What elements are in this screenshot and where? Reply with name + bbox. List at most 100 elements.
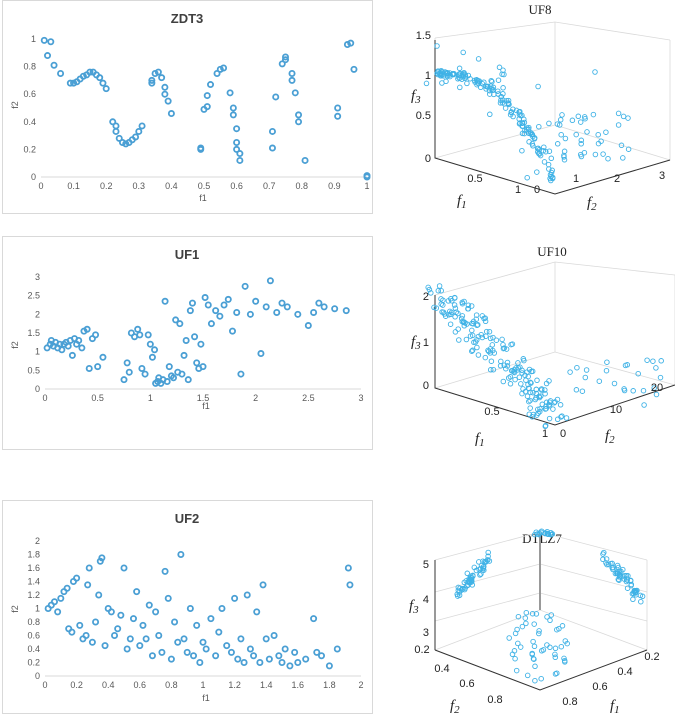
uf2-point (142, 635, 150, 643)
dtlz7-point (616, 577, 622, 583)
uf1-point (123, 359, 131, 367)
uf10-xlabel: f1 (475, 431, 485, 449)
uf1-point (320, 303, 328, 311)
uf8-point (577, 119, 584, 125)
uf1-ytick-label: 0 (35, 384, 40, 394)
uf1-ytick-label: 1 (35, 347, 40, 357)
dtlz7-xtick: 0.4 (617, 666, 632, 678)
uf10-point (538, 386, 545, 392)
uf10-point (475, 333, 482, 340)
zdt3-ytick-label: 0.4 (23, 117, 36, 127)
uf2-point (346, 581, 354, 589)
uf10-point (542, 390, 548, 397)
uf8-point (534, 169, 540, 175)
uf8-point (499, 71, 505, 77)
uf1-point (252, 297, 260, 305)
uf1-point (99, 353, 107, 361)
uf10-point (558, 414, 564, 420)
uf8-point (557, 117, 564, 123)
uf1-point (64, 342, 72, 350)
uf10-point (573, 387, 580, 393)
uf2-point (265, 655, 273, 663)
uf1-point (148, 353, 156, 361)
uf10-ztick: 2 (423, 291, 429, 303)
uf10-point (596, 378, 603, 384)
uf10-point (651, 385, 657, 391)
dtlz7-point (532, 677, 538, 684)
uf10-point (497, 363, 504, 369)
uf8-point (530, 143, 536, 149)
uf2-ytick-label: 1.6 (27, 563, 40, 573)
uf2-point (237, 635, 245, 643)
uf8-point (460, 49, 466, 56)
uf10-point (539, 401, 546, 408)
uf1-point (224, 295, 232, 303)
uf2-point (139, 621, 147, 629)
zdt3-point (86, 68, 94, 76)
uf8-point (488, 77, 494, 84)
dtlz7-ytick: 0.8 (487, 694, 502, 706)
uf10-point (527, 397, 533, 404)
uf10-point (459, 313, 466, 319)
uf10-point (603, 367, 610, 374)
uf2-xtick-label: 1 (200, 680, 205, 690)
uf8-xtick: 0.5 (467, 173, 482, 185)
zdt3-point (213, 70, 221, 78)
uf10-point (653, 365, 659, 371)
zdt3-xtick-label: 0.5 (198, 181, 211, 191)
uf8-point (625, 115, 631, 121)
uf8-point (487, 111, 493, 118)
zdt3-xlabel: f1 (199, 193, 207, 203)
uf10-point (533, 390, 539, 397)
uf10-point (469, 348, 475, 354)
uf2-point (186, 605, 194, 613)
uf1-point (199, 363, 207, 371)
uf8-point (450, 70, 456, 77)
uf1-point (278, 299, 286, 307)
dtlz7-xtick: 0.6 (592, 681, 607, 693)
uf8-zlabel: f3 (411, 88, 421, 106)
dtlz7-point (544, 614, 550, 620)
zdt3-title: ZDT3 (171, 11, 204, 26)
uf10-point (486, 328, 493, 335)
uf2-point (190, 652, 198, 660)
uf10-point (621, 386, 627, 392)
uf10-point (428, 290, 434, 296)
uf10-point (468, 303, 475, 309)
dtlz7-ytick: 0.2 (414, 644, 429, 656)
uf10-point (445, 298, 452, 304)
uf8-point (503, 97, 510, 104)
dtlz7-point (485, 549, 491, 556)
dtlz7-point (458, 587, 465, 593)
dtlz7-svg: DTLZ7 5 4 3 0.2 0.4 0.6 0.8 0.8 0.6 0.4 … (409, 528, 660, 716)
zdt3-xtick-label: 1 (364, 181, 369, 191)
uf2-ytick-label: 1.4 (27, 577, 40, 587)
uf2-point (281, 645, 289, 653)
uf10-point (551, 400, 557, 406)
uf10-point (503, 346, 510, 352)
uf2-point (278, 658, 286, 666)
zdt3-point (295, 118, 303, 126)
uf2-point (158, 648, 166, 656)
dtlz7-point (552, 654, 559, 661)
uf2-chart: UF2 0 0.2 0.4 0.6 0.8 1 1.2 1.4 1.6 1.8 2 0 0.2 0.4 0.… (2, 500, 373, 714)
uf8-point (592, 69, 598, 75)
uf8-ytick: 3 (659, 170, 665, 182)
uf10-point (622, 362, 629, 369)
uf1-point (342, 307, 350, 315)
uf10-point (473, 312, 480, 318)
uf10-point (520, 386, 526, 392)
uf8-point (517, 112, 524, 119)
zdt3-point (334, 112, 342, 120)
uf8-point (456, 65, 463, 72)
zdt3-point (229, 104, 237, 112)
uf10-point (469, 320, 475, 327)
dtlz7-point (532, 663, 538, 670)
uf8-point (457, 70, 464, 77)
dtlz7-ztick: 3 (423, 627, 429, 639)
uf8-ztick: 0 (425, 153, 431, 165)
uf8-point (521, 116, 527, 123)
uf10-point (657, 374, 664, 381)
dtlz7-point (600, 556, 606, 563)
uf10-point (488, 358, 495, 364)
